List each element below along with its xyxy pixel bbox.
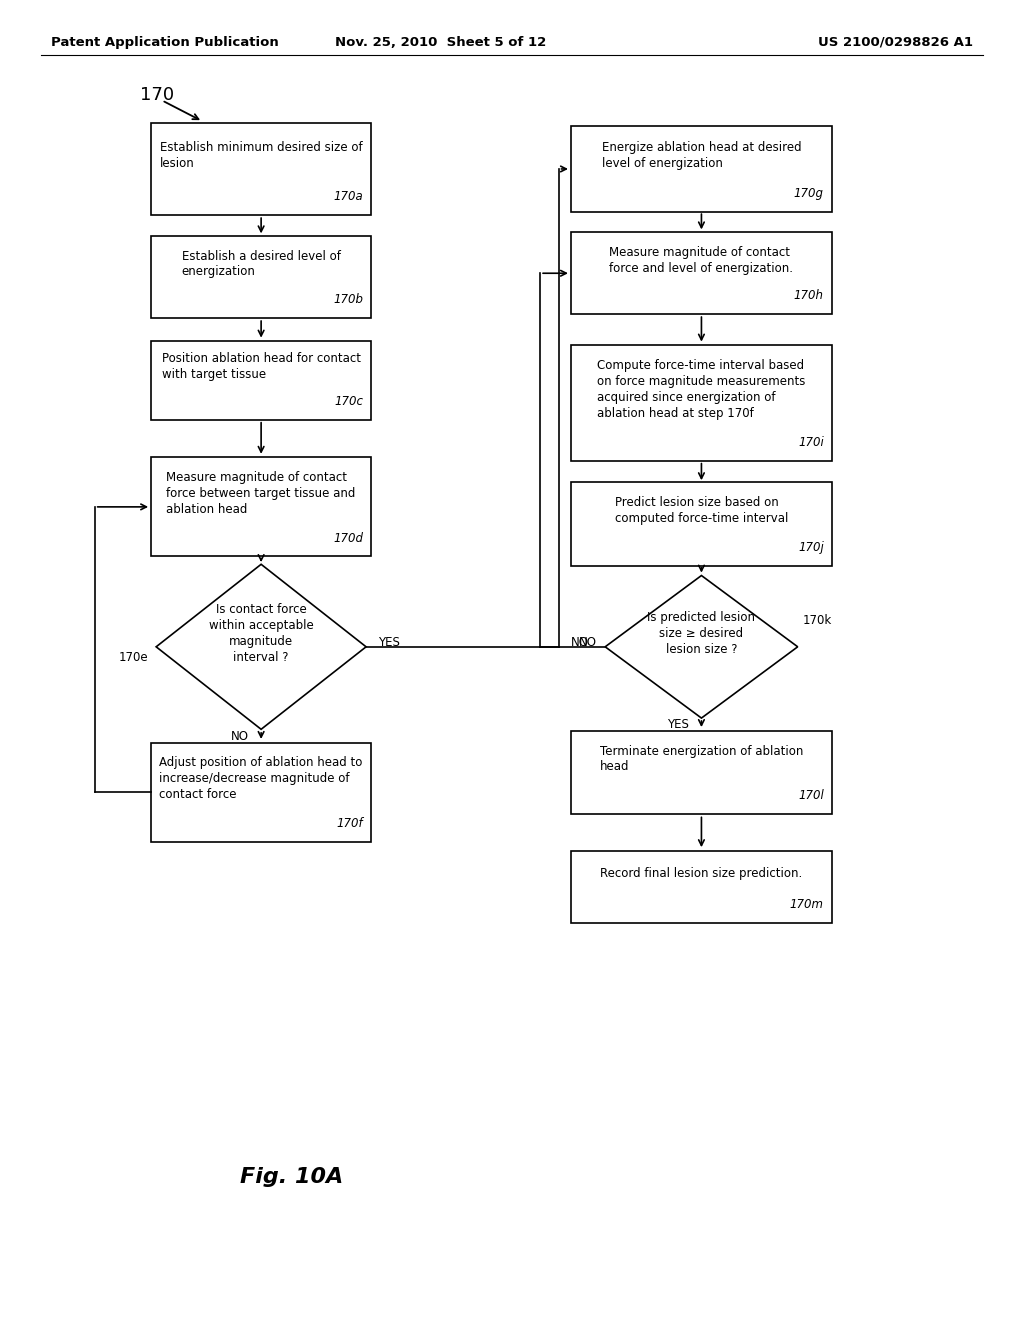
Bar [152,236,372,318]
Text: NO: NO [579,636,597,649]
Text: Position ablation head for contact
with target tissue: Position ablation head for contact with … [162,352,360,381]
Text: 170c: 170c [334,395,362,408]
Text: 170b: 170b [333,293,362,306]
Text: US 2100/0298826 A1: US 2100/0298826 A1 [818,36,973,49]
Text: 170i: 170i [798,436,823,449]
Text: YES: YES [379,636,400,649]
Text: Terminate energization of ablation
head: Terminate energization of ablation head [600,744,803,774]
Text: Nov. 25, 2010  Sheet 5 of 12: Nov. 25, 2010 Sheet 5 of 12 [335,36,546,49]
Text: Compute force-time interval based
on force magnitude measurements
acquired since: Compute force-time interval based on for… [597,359,806,420]
Text: Predict lesion size based on
computed force-time interval: Predict lesion size based on computed fo… [614,496,788,525]
Text: 170: 170 [140,86,174,104]
Text: Establish minimum desired size of
lesion: Establish minimum desired size of lesion [160,141,362,170]
Bar [571,731,833,813]
Bar [571,482,833,565]
Text: 170g: 170g [794,187,823,199]
Text: 170a: 170a [333,190,362,203]
Text: Energize ablation head at desired
level of energization: Energize ablation head at desired level … [602,141,801,170]
Text: NO: NO [571,636,589,649]
Text: Record final lesion size prediction.: Record final lesion size prediction. [600,867,803,880]
Bar [152,341,372,420]
Bar [571,232,833,314]
Text: NO: NO [230,730,249,743]
Bar [152,742,372,842]
Text: Fig. 10A: Fig. 10A [241,1167,343,1188]
Text: 170j: 170j [798,541,823,554]
Bar [571,345,833,461]
Bar [152,123,372,215]
Text: 170e: 170e [119,651,148,664]
Text: Measure magnitude of contact
force between target tissue and
ablation head: Measure magnitude of contact force betwe… [167,471,355,516]
Text: 170l: 170l [798,789,823,803]
Text: 170f: 170f [336,817,362,829]
Bar [571,851,833,924]
Text: Patent Application Publication: Patent Application Publication [51,36,279,49]
Text: 170k: 170k [803,614,833,627]
Bar [152,458,372,557]
Text: 170m: 170m [790,899,823,911]
Text: Is predicted lesion
size ≥ desired
lesion size ?: Is predicted lesion size ≥ desired lesio… [647,611,756,656]
Text: Is contact force
within acceptable
magnitude
interval ?: Is contact force within acceptable magni… [209,603,313,664]
Text: 170h: 170h [794,289,823,302]
Text: 170d: 170d [333,532,362,544]
Text: Measure magnitude of contact
force and level of energization.: Measure magnitude of contact force and l… [609,246,794,275]
Text: Establish a desired level of
energization: Establish a desired level of energizatio… [181,249,341,279]
Polygon shape [157,565,367,729]
Text: YES: YES [668,718,689,731]
Text: Adjust position of ablation head to
increase/decrease magnitude of
contact force: Adjust position of ablation head to incr… [160,756,362,801]
Polygon shape [605,576,798,718]
Bar [571,125,833,211]
